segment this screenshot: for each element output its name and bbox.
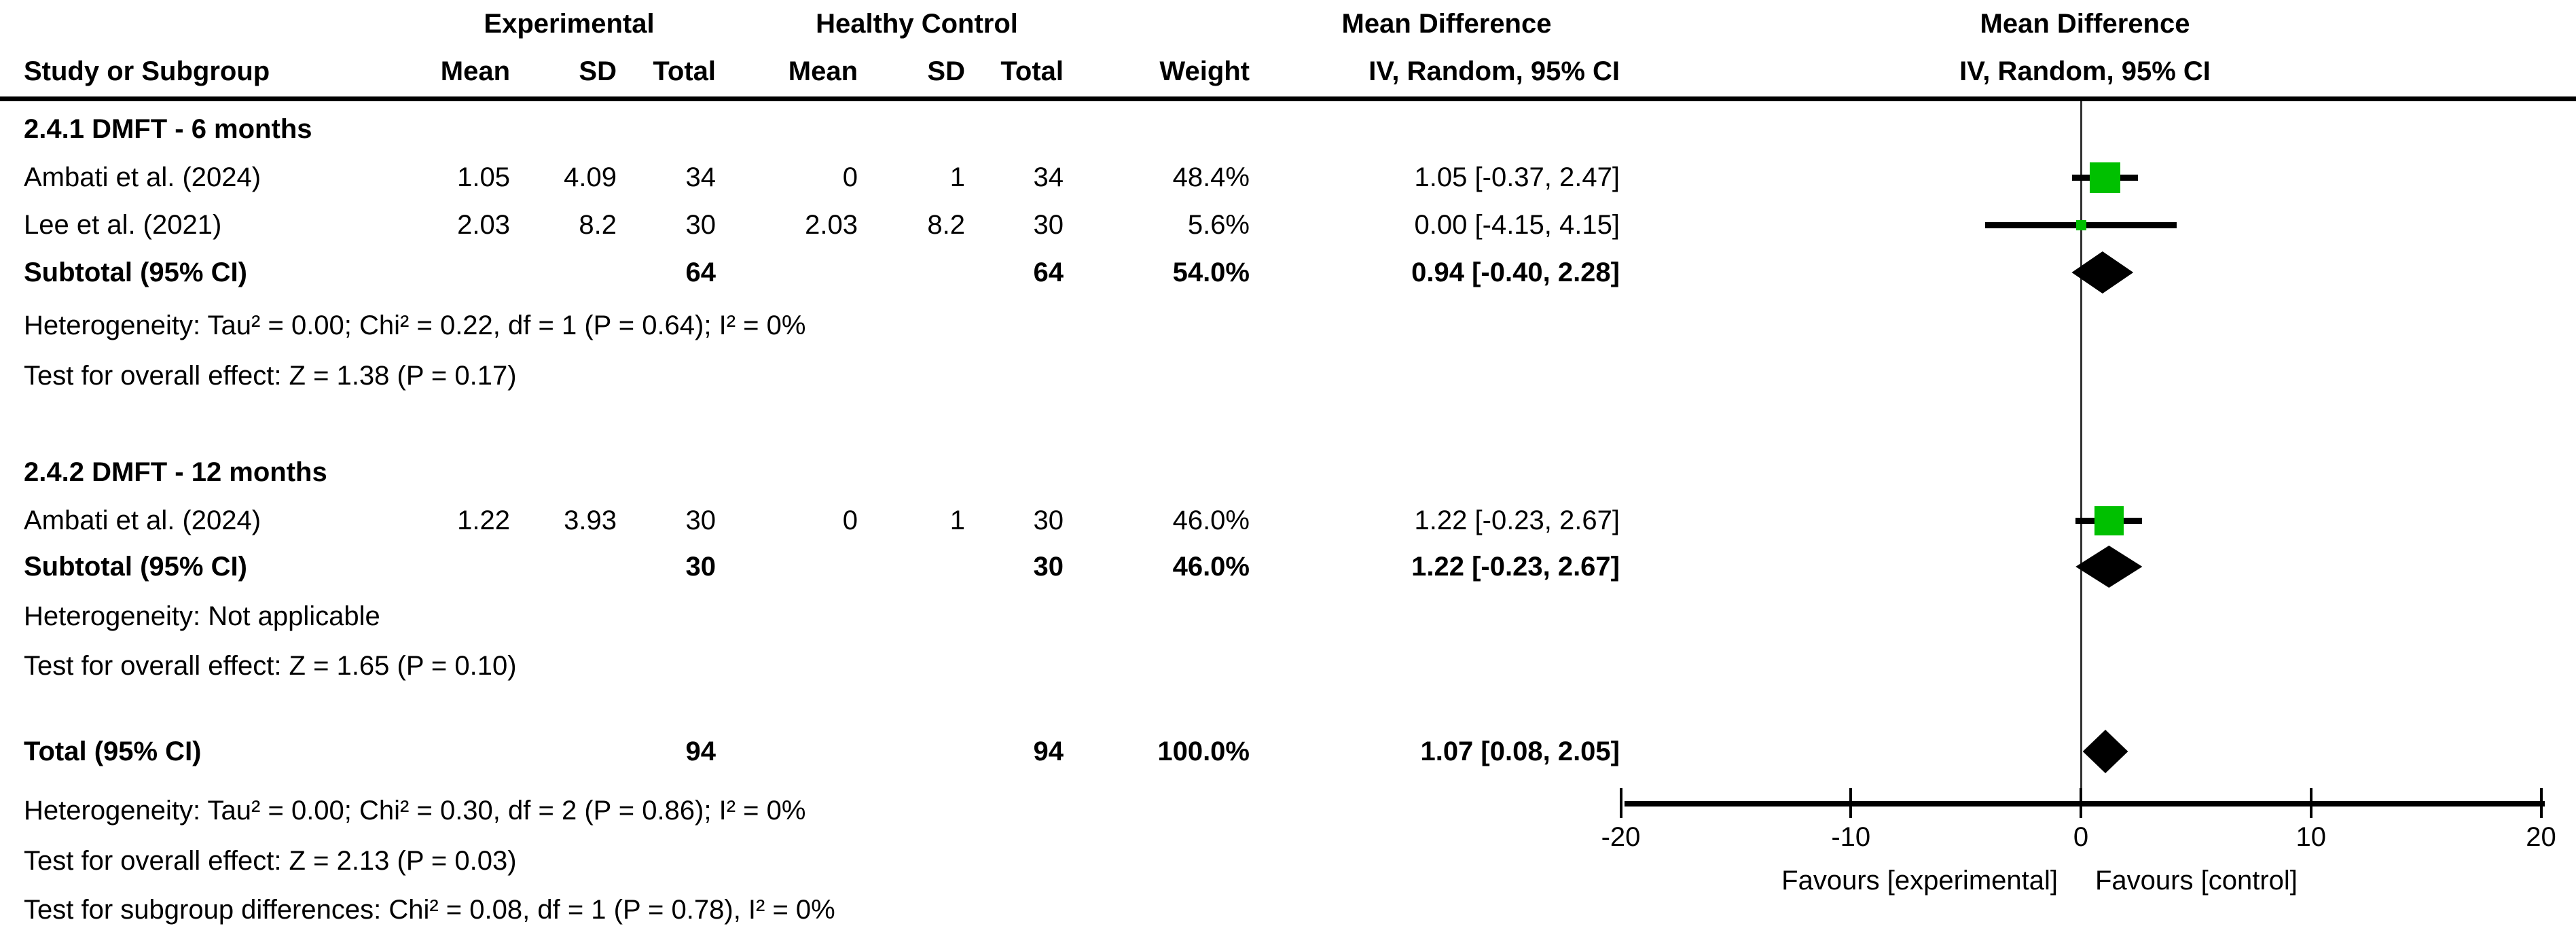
table-cell: 0	[842, 162, 858, 192]
axis-tick	[1849, 788, 1853, 818]
summary-row-label: Subtotal (95% CI)	[24, 552, 247, 582]
table-cell: 5.6%	[1187, 210, 1250, 240]
column-group-mean-difference: Mean Difference	[1341, 9, 1552, 39]
table-cell: 48.4%	[1172, 162, 1250, 192]
column-header-exp-mean: Mean	[440, 56, 510, 86]
table-cell: 94	[685, 737, 716, 766]
statistics-note: Test for overall effect: Z = 1.65 (P = 0…	[24, 651, 517, 681]
table-cell: 1.07 [0.08, 2.05]	[1420, 737, 1620, 766]
statistics-note: Test for overall effect: Z = 2.13 (P = 0…	[24, 846, 517, 876]
axis-tick-label: 0	[2073, 822, 2089, 852]
study-name: Ambati et al. (2024)	[24, 506, 261, 535]
table-cell: 8.2	[579, 210, 617, 240]
study-point-square	[2090, 162, 2121, 193]
axis-tick	[2539, 788, 2543, 818]
axis-tick	[2309, 788, 2312, 818]
table-cell: 1	[949, 162, 965, 192]
table-cell: 30	[1033, 506, 1064, 535]
statistics-note: Test for subgroup differences: Chi² = 0.…	[24, 895, 835, 925]
table-cell: 34	[1033, 162, 1064, 192]
statistics-note: Heterogeneity: Not applicable	[24, 601, 380, 631]
table-cell: 64	[1033, 258, 1064, 287]
table-cell: 64	[685, 258, 716, 287]
axis-tick-label: 20	[2526, 822, 2556, 852]
table-cell: 0.94 [-0.40, 2.28]	[1411, 258, 1620, 287]
subtotal-diamond	[2075, 546, 2143, 588]
axis-tick-label: -10	[1831, 822, 1871, 852]
column-header-ctrl-total: Total	[1000, 56, 1064, 86]
table-cell: 1	[949, 506, 965, 535]
statistics-note: Heterogeneity: Tau² = 0.00; Chi² = 0.22,…	[24, 311, 806, 340]
study-name: Ambati et al. (2024)	[24, 162, 261, 192]
header-rule	[0, 96, 2576, 101]
column-header-ctrl-mean: Mean	[788, 56, 858, 86]
table-cell: 30	[685, 210, 716, 240]
table-cell: 46.0%	[1172, 552, 1250, 582]
plot-header-ci: IV, Random, 95% CI	[1959, 56, 2211, 86]
axis-tick-label: -20	[1601, 822, 1641, 852]
table-cell: 0.00 [-4.15, 4.15]	[1414, 210, 1620, 240]
table-cell: 46.0%	[1172, 506, 1250, 535]
table-cell: 2.03	[805, 210, 858, 240]
axis-tick	[2080, 788, 2082, 818]
column-header-exp-total: Total	[653, 56, 716, 86]
column-header-ci: IV, Random, 95% CI	[1368, 56, 1620, 86]
favours-left-label: Favours [experimental]	[1781, 866, 2058, 896]
table-cell: 0	[842, 506, 858, 535]
table-cell: 94	[1033, 737, 1064, 766]
subgroup-title: 2.4.2 DMFT - 12 months	[24, 457, 327, 487]
table-cell: 8.2	[927, 210, 965, 240]
statistics-note: Test for overall effect: Z = 1.38 (P = 0…	[24, 361, 517, 391]
table-cell: 1.05	[457, 162, 510, 192]
summary-row-label: Subtotal (95% CI)	[24, 258, 247, 287]
table-cell: 4.09	[564, 162, 617, 192]
favours-right-label: Favours [control]	[2095, 866, 2298, 896]
table-cell: 30	[1033, 210, 1064, 240]
statistics-note: Heterogeneity: Tau² = 0.00; Chi² = 0.30,…	[24, 796, 806, 826]
study-point-square	[2094, 506, 2124, 535]
table-cell: 34	[685, 162, 716, 192]
column-header-ctrl-sd: SD	[927, 56, 965, 86]
subgroup-title: 2.4.1 DMFT - 6 months	[24, 114, 312, 144]
zero-effect-line	[2080, 101, 2082, 807]
axis-tick-label: 10	[2296, 822, 2327, 852]
table-cell: 3.93	[564, 506, 617, 535]
table-cell: 30	[1033, 552, 1064, 582]
column-header-study: Study or Subgroup	[24, 56, 270, 86]
study-name: Lee et al. (2021)	[24, 210, 222, 240]
table-cell: 1.22 [-0.23, 2.67]	[1411, 552, 1620, 582]
table-cell: 100.0%	[1157, 737, 1250, 766]
table-cell: 30	[685, 552, 716, 582]
column-header-weight: Weight	[1159, 56, 1250, 86]
table-cell: 54.0%	[1172, 258, 1250, 287]
table-cell: 1.22 [-0.23, 2.67]	[1414, 506, 1620, 535]
table-cell: 1.22	[457, 506, 510, 535]
table-cell: 1.05 [-0.37, 2.47]	[1414, 162, 1620, 192]
x-axis	[1625, 801, 2545, 807]
table-cell: 2.03	[457, 210, 510, 240]
column-header-exp-sd: SD	[579, 56, 617, 86]
column-group-healthy-control: Healthy Control	[816, 9, 1018, 39]
plot-header-mean-difference: Mean Difference	[1980, 9, 2190, 39]
total-diamond	[2082, 730, 2128, 773]
summary-row-label: Total (95% CI)	[24, 737, 202, 766]
study-point-square	[2075, 219, 2086, 230]
table-cell: 30	[685, 506, 716, 535]
column-group-experimental: Experimental	[484, 9, 655, 39]
axis-tick	[1619, 788, 1622, 818]
